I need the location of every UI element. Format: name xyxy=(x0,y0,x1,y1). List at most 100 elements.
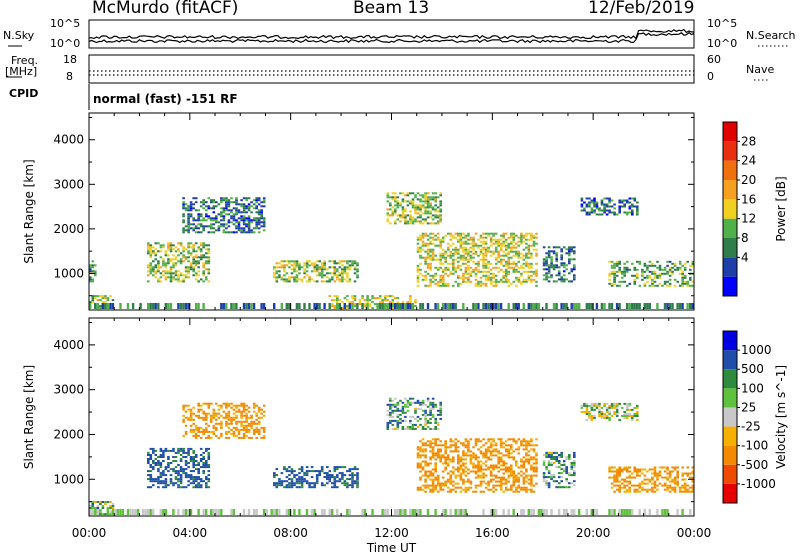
power-echo-cell xyxy=(535,236,538,239)
power-echo-cell xyxy=(169,278,173,281)
power-echo-cell xyxy=(220,207,223,210)
power-echo-cell xyxy=(636,201,639,204)
power-echo-cell xyxy=(489,240,493,243)
power-echo-cell xyxy=(484,266,488,269)
velocity-echo-cell xyxy=(429,413,432,416)
velocity-echo-cell xyxy=(351,486,354,489)
power-echo-cell xyxy=(631,211,634,214)
velocity-echo-cell xyxy=(409,426,412,428)
velocity-echo-cell xyxy=(454,490,458,493)
velocity-echo-cell xyxy=(429,470,432,473)
velocity-echo-cell xyxy=(497,460,500,463)
power-echo-cell xyxy=(646,274,649,277)
velocity-echo-cell xyxy=(152,478,155,481)
velocity-echo-cell xyxy=(573,480,576,483)
power-echo-cell xyxy=(262,229,266,232)
velocity-echo-cell xyxy=(487,466,490,469)
velocity-echo-cell xyxy=(147,462,150,464)
velocity-echo-cell xyxy=(502,446,505,449)
velocity-echo-cell xyxy=(197,434,200,437)
power-echo-cell xyxy=(462,254,465,257)
power-echo-cell xyxy=(510,246,513,249)
velocity-echo-cell xyxy=(391,428,395,430)
velocity-echo-cell xyxy=(172,468,175,471)
velocity-echo-cell xyxy=(482,456,485,459)
velocity-echo-cell xyxy=(689,476,692,479)
power-echo-cell xyxy=(154,272,158,275)
power-echo-cell xyxy=(421,256,425,259)
power-echo-cell xyxy=(625,268,629,271)
velocity-echo-cell xyxy=(197,430,200,433)
power-echo-cell xyxy=(220,213,223,216)
power-echo-cell xyxy=(550,258,553,261)
velocity-near-range-cell xyxy=(381,509,384,515)
power-echo-cell xyxy=(346,276,349,279)
velocity-echo-cell xyxy=(499,460,503,463)
power-echo-cell xyxy=(172,278,175,281)
velocity-echo-cell xyxy=(656,478,659,481)
velocity-echo-cell xyxy=(189,458,193,460)
velocity-echo-cell xyxy=(510,472,513,475)
velocity-echo-cell xyxy=(252,430,256,433)
power-echo-cell xyxy=(199,201,203,204)
power-echo-cell xyxy=(562,278,566,281)
power-echo-cell xyxy=(273,266,276,269)
velocity-echo-cell xyxy=(520,442,523,445)
power-echo-cell xyxy=(477,268,480,271)
power-echo-cell xyxy=(547,280,551,283)
power-echo-cell xyxy=(467,242,470,245)
velocity-near-range-cell xyxy=(386,509,389,515)
power-echo-cell xyxy=(182,246,185,249)
power-echo-cell xyxy=(436,210,440,213)
velocity-echo-cell xyxy=(512,472,516,475)
velocity-echo-cell xyxy=(472,464,475,467)
velocity-echo-cell xyxy=(250,436,253,439)
velocity-echo-cell xyxy=(668,470,672,473)
power-echo-cell xyxy=(472,248,475,251)
power-echo-cell xyxy=(479,282,483,285)
power-echo-cell xyxy=(348,301,352,304)
velocity-echo-cell xyxy=(106,501,110,503)
power-echo-cell xyxy=(492,272,495,275)
power-echo-cell xyxy=(487,266,490,269)
power-echo-cell xyxy=(464,242,468,245)
velocity-echo-cell xyxy=(255,418,258,421)
velocity-echo-cell xyxy=(439,448,442,451)
power-echo-cell xyxy=(159,266,163,269)
velocity-echo-cell xyxy=(439,488,442,491)
velocity-echo-cell xyxy=(227,426,231,429)
power-echo-cell xyxy=(164,270,168,273)
power-echo-cell xyxy=(479,234,483,237)
power-echo-cell xyxy=(323,280,326,283)
velocity-echo-cell xyxy=(469,458,473,461)
power-echo-cell xyxy=(262,221,266,224)
velocity-echo-cell xyxy=(220,424,223,427)
power-echo-cell xyxy=(439,280,442,283)
velocity-echo-cell xyxy=(429,442,432,445)
velocity-echo-cell xyxy=(671,480,674,483)
velocity-near-range-cell xyxy=(416,509,420,515)
velocity-echo-cell xyxy=(414,417,417,420)
power-echo-cell xyxy=(152,270,155,273)
velocity-echo-cell xyxy=(192,466,195,469)
power-echo-cell xyxy=(152,252,155,255)
power-echo-cell xyxy=(310,270,314,273)
velocity-echo-cell xyxy=(305,466,309,469)
velocity-near-range-cell xyxy=(217,509,220,515)
velocity-echo-cell xyxy=(257,430,261,433)
power-echo-cell xyxy=(227,231,231,234)
power-echo-cell xyxy=(429,196,432,199)
power-echo-cell xyxy=(653,280,657,283)
power-echo-cell xyxy=(419,198,422,201)
velocity-echo-cell xyxy=(257,422,261,425)
velocity-echo-cell xyxy=(517,438,521,441)
velocity-echo-cell xyxy=(605,402,609,405)
velocity-echo-cell xyxy=(474,458,478,461)
velocity-echo-cell xyxy=(154,449,158,452)
velocity-echo-cell xyxy=(530,444,533,447)
velocity-near-range-cell xyxy=(348,509,351,515)
power-echo-cell xyxy=(91,295,95,298)
power-echo-cell xyxy=(419,262,422,265)
velocity-echo-cell xyxy=(227,410,231,413)
power-echo-cell xyxy=(421,218,425,221)
